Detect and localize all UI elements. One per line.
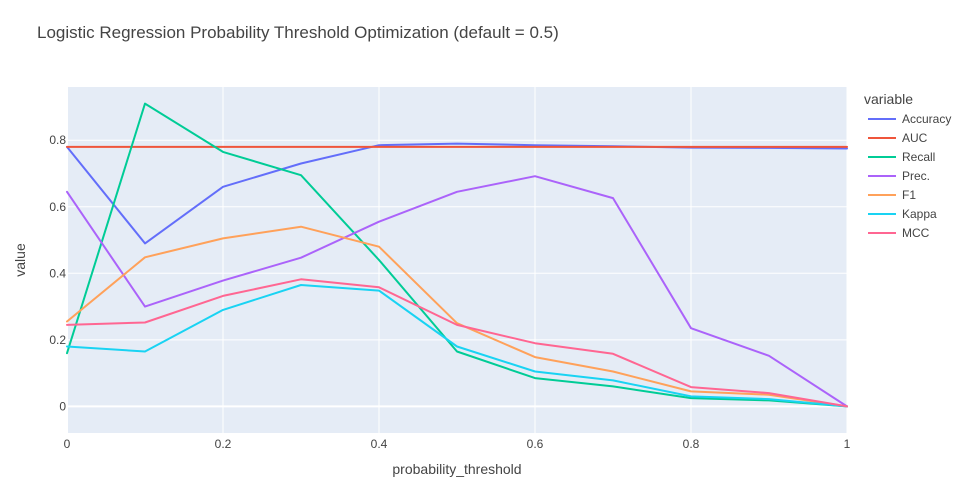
x-tick-label: 1: [844, 437, 851, 451]
legend-label: F1: [902, 188, 916, 202]
legend-items: Accuracy AUC Recall Prec. F1 Kappa MCC: [868, 112, 951, 240]
legend-item-kappa[interactable]: Kappa: [868, 207, 937, 221]
x-axis-label: probability_threshold: [392, 461, 521, 477]
series-line-recall: [66, 102, 848, 408]
series-line-kappa: [66, 284, 848, 408]
series-line-prec: [66, 175, 848, 408]
series-line-mcc: [66, 278, 848, 408]
legend-item-recall[interactable]: Recall: [868, 150, 935, 164]
x-tick-label: 0.2: [215, 437, 232, 451]
chart-title: Logistic Regression Probability Threshol…: [37, 23, 559, 42]
legend-label: Recall: [902, 150, 935, 164]
legend-item-auc[interactable]: AUC: [868, 131, 928, 145]
x-tick-labels: 0 0.2 0.4 0.6 0.8 1: [64, 437, 851, 451]
x-tick-label: 0.4: [371, 437, 388, 451]
legend-label: Accuracy: [902, 112, 951, 126]
y-tick-label: 0: [59, 399, 66, 413]
legend-item-f1[interactable]: F1: [868, 188, 916, 202]
y-axis-label: value: [12, 243, 28, 277]
legend-title: variable: [864, 91, 913, 107]
y-tick-labels: 0 0.2 0.4 0.6 0.8: [49, 133, 66, 413]
legend-label: Kappa: [902, 207, 937, 221]
x-tick-label: 0: [64, 437, 71, 451]
y-tick-label: 0.6: [49, 200, 66, 214]
legend-label: Prec.: [902, 169, 930, 183]
legend-item-prec[interactable]: Prec.: [868, 169, 930, 183]
legend-item-accuracy[interactable]: Accuracy: [868, 112, 951, 126]
legend-item-mcc[interactable]: MCC: [868, 226, 930, 240]
x-tick-label: 0.6: [527, 437, 544, 451]
series-lines: [66, 102, 848, 408]
plot-area: [67, 87, 847, 433]
y-tick-label: 0.4: [49, 266, 66, 280]
y-tick-label: 0.8: [49, 133, 66, 147]
y-tick-label: 0.2: [49, 333, 66, 347]
x-tick-label: 0.8: [683, 437, 700, 451]
legend-label: MCC: [902, 226, 930, 240]
series-line-f1: [66, 225, 848, 408]
legend-label: AUC: [902, 131, 928, 145]
legend: variable Accuracy AUC Recall Prec. F1 Kappa MC…: [864, 91, 951, 240]
